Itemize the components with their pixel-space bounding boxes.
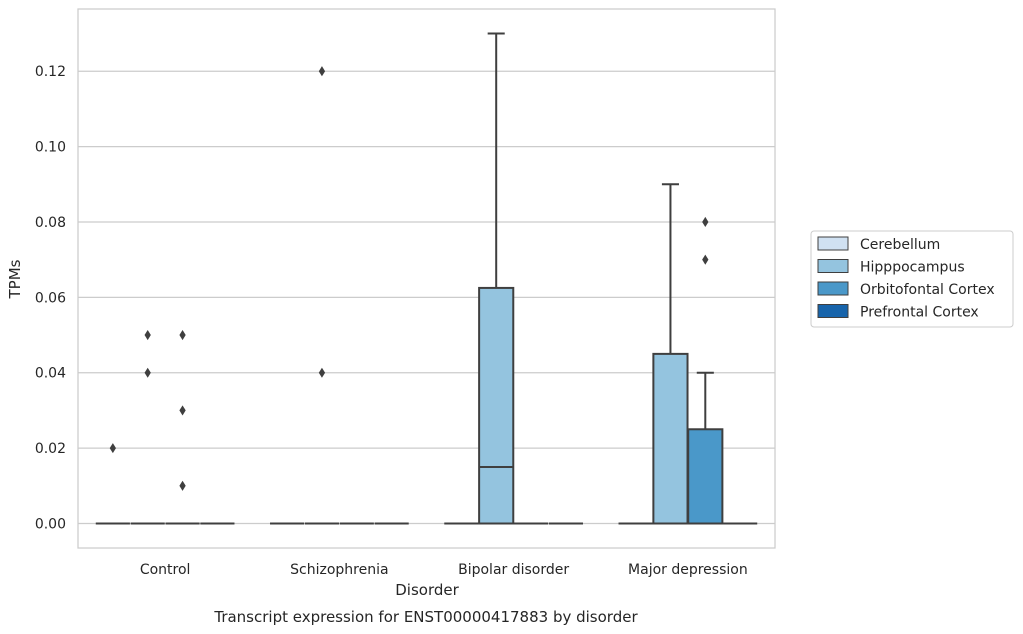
legend-swatch <box>817 304 849 318</box>
plot-frame <box>77 8 776 549</box>
x-tick-label: Bipolar disorder <box>458 562 569 578</box>
outlier-point <box>144 367 151 378</box>
box <box>478 286 515 525</box>
legend-label: Cerebellum <box>860 237 940 253</box>
box-group <box>304 66 340 525</box>
outlier-point <box>179 480 186 491</box>
y-tick-labels: 0.00 0.02 0.04 0.06 0.08 0.10 0.12 <box>35 64 66 532</box>
legend-label: Prefrontal Cortex <box>860 305 979 321</box>
box <box>652 352 689 525</box>
box-group <box>478 32 515 525</box>
outlier-point <box>702 216 709 228</box>
legend: Cerebellum Hipppocampus Orbitofontal Corte… <box>810 230 1014 328</box>
outlier-point <box>109 443 116 454</box>
box <box>687 428 724 525</box>
y-axis-label: TPMs <box>6 259 24 299</box>
y-tick-label: 0.08 <box>35 215 66 231</box>
legend-swatch <box>817 259 849 273</box>
y-tick-label: 0.06 <box>35 290 66 306</box>
legend-label: Orbitofontal Cortex <box>860 282 995 298</box>
legend-label: Hipppocampus <box>860 260 965 276</box>
legend-item: Cerebellum <box>817 236 940 253</box>
y-tick-label: 0.10 <box>35 140 66 156</box>
outlier-point <box>144 329 151 341</box>
y-tick-label: 0.04 <box>35 366 66 382</box>
x-tick-label: Control <box>140 562 191 578</box>
legend-swatch <box>817 236 849 251</box>
box-group <box>652 183 689 525</box>
outlier-point <box>702 254 709 265</box>
grid-lines <box>78 70 775 525</box>
box-group <box>165 329 200 525</box>
y-tick-label: 0.02 <box>35 441 66 457</box>
outlier-point <box>179 405 186 416</box>
y-tick-label: 0.00 <box>35 517 66 533</box>
box-plot-series <box>95 32 758 525</box>
legend-item: Hipppocampus <box>817 259 965 276</box>
x-tick-label: Schizophrenia <box>290 562 388 578</box>
outlier-point <box>179 329 186 341</box>
legend-item: Orbitofontal Cortex <box>817 281 995 298</box>
x-axis-label: Disorder <box>395 581 459 599</box>
box-group <box>687 216 724 525</box>
y-tick-label: 0.12 <box>35 64 66 80</box>
legend-frame <box>810 230 1014 328</box>
legend-swatch <box>817 281 849 296</box>
box-group <box>95 443 130 525</box>
x-tick-label: Major depression <box>628 562 748 578</box>
outlier-point <box>318 367 326 378</box>
outlier-point <box>318 66 326 77</box>
box-group <box>130 329 165 525</box>
x-tick-labels: Control Schizophrenia Bipolar disorder Majo… <box>140 562 748 578</box>
chart-caption: Transcript expression for ENST0000041788… <box>213 608 638 626</box>
legend-item: Prefrontal Cortex <box>817 304 979 321</box>
